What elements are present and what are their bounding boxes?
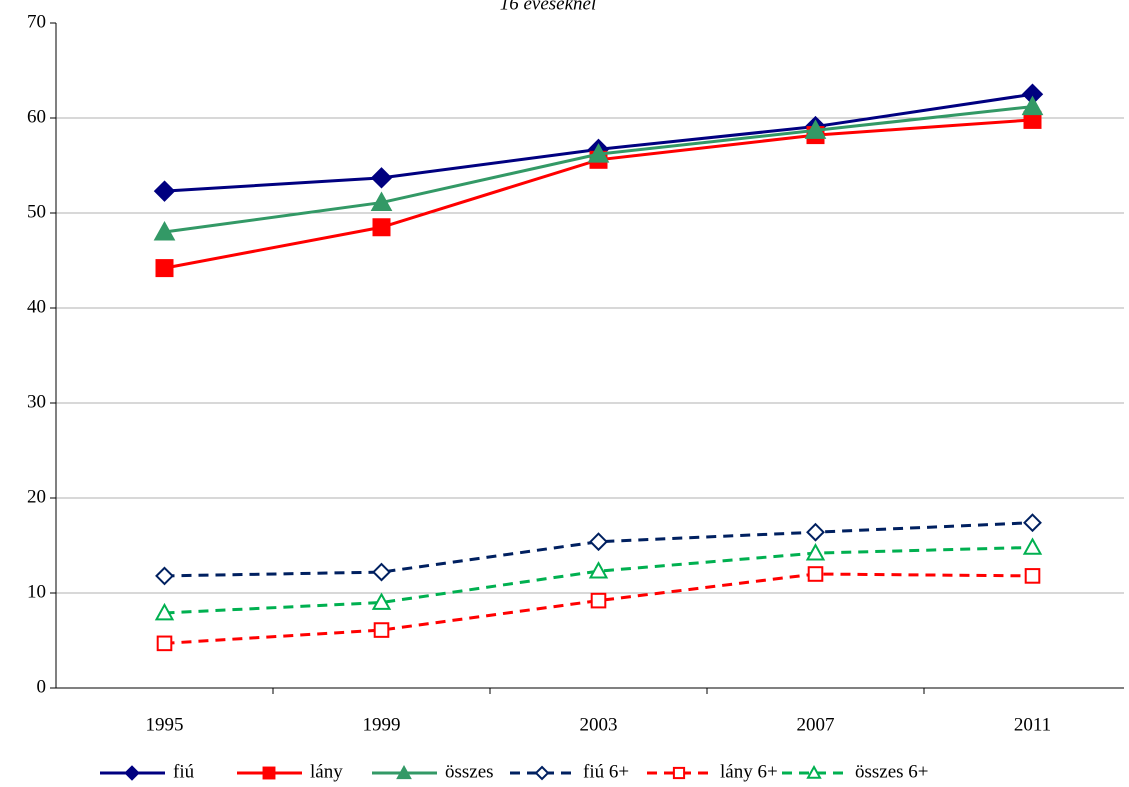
marker — [804, 119, 827, 139]
y-tick-label: 50 — [27, 201, 46, 222]
marker — [153, 180, 176, 202]
marker — [806, 764, 822, 779]
x-tick-label: 2003 — [580, 714, 618, 735]
legend-label: összes 6+ — [855, 761, 929, 782]
marker — [807, 566, 824, 582]
y-tick-label: 20 — [27, 486, 46, 507]
marker — [396, 764, 412, 780]
y-tick-label: 10 — [27, 581, 46, 602]
marker — [156, 635, 173, 652]
marker — [372, 218, 391, 237]
y-tick-label: 60 — [27, 106, 46, 127]
marker — [262, 766, 276, 780]
marker — [587, 143, 610, 163]
marker — [806, 522, 825, 542]
y-tick-label: 40 — [27, 296, 46, 317]
marker — [155, 259, 174, 278]
marker — [124, 765, 140, 781]
marker — [1024, 568, 1041, 584]
marker — [805, 543, 826, 561]
y-tick-label: 0 — [37, 676, 47, 697]
marker — [370, 167, 393, 189]
marker — [371, 592, 392, 610]
marker — [590, 592, 607, 609]
y-tick-label: 30 — [27, 391, 46, 412]
marker — [588, 561, 609, 579]
legend-label: lány — [310, 761, 343, 782]
marker — [672, 766, 686, 780]
x-tick-label: 1995 — [146, 714, 184, 735]
series-line — [164, 521, 1033, 578]
marker — [1023, 513, 1042, 533]
y-tick-label: 70 — [27, 11, 46, 32]
marker — [154, 602, 175, 621]
legend-label: fiú 6+ — [583, 761, 629, 782]
chart-title: 16 éveseknél — [500, 0, 597, 14]
marker — [373, 622, 390, 638]
marker — [153, 220, 176, 241]
series-line — [164, 572, 1033, 645]
legend-label: összes — [445, 761, 494, 782]
marker — [155, 566, 174, 586]
legend-label: lány 6+ — [720, 761, 778, 782]
marker — [589, 532, 608, 552]
legend-label: fiú — [173, 761, 195, 782]
x-tick-label: 2011 — [1014, 714, 1051, 735]
marker — [372, 562, 391, 582]
series-line — [164, 545, 1033, 615]
marker — [370, 191, 393, 212]
x-tick-label: 1999 — [363, 714, 401, 735]
marker — [1022, 537, 1043, 555]
marker — [1021, 95, 1044, 116]
x-tick-label: 2007 — [797, 714, 835, 735]
marker — [534, 765, 550, 781]
